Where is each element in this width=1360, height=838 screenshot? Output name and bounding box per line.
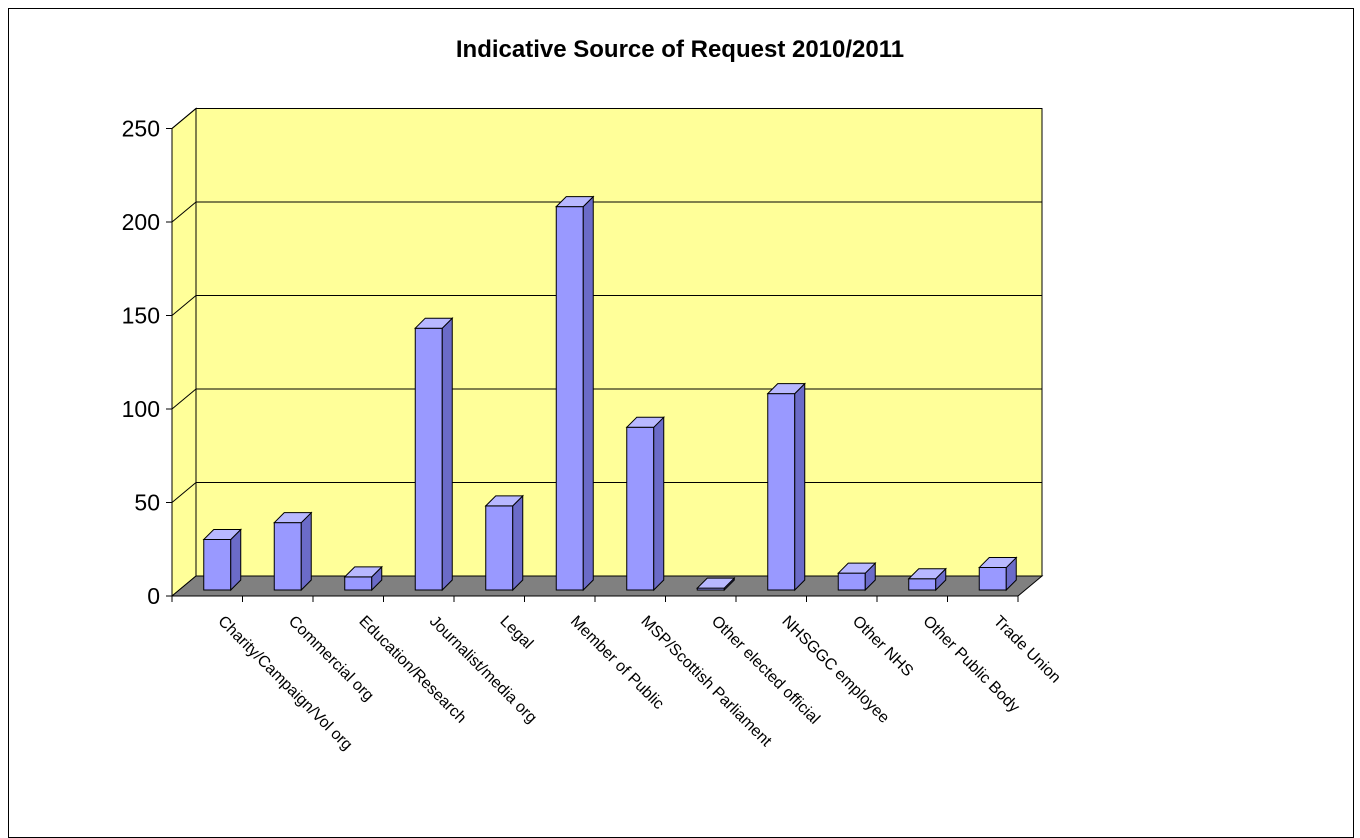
bar-top [343,566,383,578]
x-tick-label: Charity/Campaign/Vol org [214,613,355,754]
bar [837,561,877,592]
back-wall [195,108,1043,577]
gridline [171,295,1042,316]
bar [555,195,595,592]
x-tick-label: Trade Union [990,613,1064,687]
bar-front [978,567,1007,591]
gridline [171,388,1042,410]
bar-front [555,206,584,591]
x-tick-label: Other NHS [849,613,916,680]
bar-top [978,557,1018,569]
x-tick-label: MSP/Scottish Parliament [637,613,775,751]
bar [343,565,383,592]
bar-front [273,522,302,591]
bar-side [300,511,312,592]
bar-side [441,316,453,592]
bar-top [696,577,736,589]
bar [273,511,313,592]
bar-side [582,195,594,592]
y-tick-label: 250 [122,116,160,142]
bar-top [766,383,806,395]
bar-top [414,317,454,329]
chart-title: Indicative Source of Request 2010/2011 [455,36,905,63]
bar-side [653,416,665,592]
bar [766,382,806,592]
bar-top [907,568,947,580]
bar [907,567,947,592]
bar-side [512,494,524,592]
bar-front [908,578,937,591]
bar-top [625,416,665,428]
y-tick-label: 50 [134,490,160,516]
side-wall [171,107,197,598]
bar [484,494,524,592]
y-tick-label: 0 [147,583,160,609]
y-tick-label: 200 [122,209,160,235]
bar-front [485,505,514,591]
bar-front [767,393,796,591]
bar [625,416,665,592]
bar-front [837,572,866,591]
bar [978,556,1018,592]
bar-top [555,196,595,208]
bar-front [203,539,232,591]
y-tick-label: 150 [122,303,160,329]
bar-side [794,382,806,592]
bar-front [344,576,373,591]
gridline [171,108,1042,129]
bar-top [273,512,313,524]
bar-front [414,327,443,591]
x-tick-label: Legal [496,613,536,653]
bar [414,316,454,592]
bar [202,528,242,592]
gridline [171,482,1042,503]
bar-top [837,562,877,574]
bar-top [202,529,242,541]
gridline [171,201,1042,223]
bar-top [484,495,524,507]
y-tick-label: 100 [122,396,160,422]
bar-front [626,426,655,591]
bar [696,576,736,592]
